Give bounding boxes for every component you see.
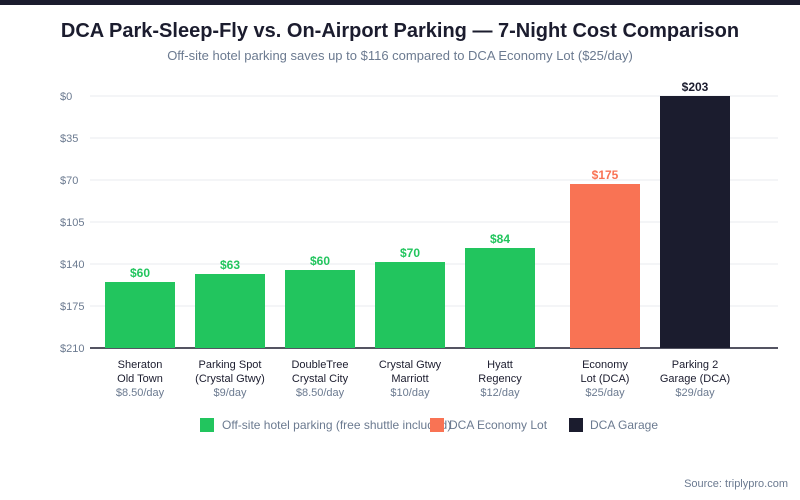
x-tick-label: Lot (DCA) — [581, 373, 630, 385]
x-tick-label: DoubleTree — [291, 359, 348, 371]
legend-swatch-economy — [430, 418, 444, 432]
bar-value-label: $175 — [592, 168, 619, 182]
chart-title: DCA Park-Sleep-Fly vs. On-Airport Parkin… — [60, 20, 740, 42]
bar-value-label: $60 — [310, 254, 330, 268]
rate-label: $10/day — [390, 387, 430, 399]
bar-value-label: $60 — [130, 266, 150, 280]
y-tick-label: $0 — [60, 91, 72, 103]
bar-value-label: $63 — [220, 258, 240, 272]
bar — [105, 282, 175, 348]
bar-value-label: $203 — [682, 80, 709, 94]
legend-label-offsite: Off-site hotel parking (free shuttle inc… — [222, 418, 452, 432]
y-tick-label: $105 — [60, 217, 84, 229]
chart-subtitle: Off-site hotel parking saves up to $116 … — [167, 48, 633, 63]
x-tick-label: Parking Spot — [199, 359, 262, 371]
x-tick-label: Regency — [478, 373, 522, 385]
x-tick-label: Economy — [582, 359, 628, 371]
x-tick-label: Parking 2 — [672, 359, 718, 371]
bar-value-label: $70 — [400, 246, 420, 260]
rate-label: $29/day — [675, 387, 715, 399]
bar-value-label: $84 — [490, 232, 510, 246]
bar — [570, 184, 640, 348]
bar — [195, 274, 265, 348]
rate-label: $12/day — [480, 387, 520, 399]
bar — [285, 270, 355, 348]
x-tick-label: Marriott — [391, 373, 428, 385]
y-tick-label: $35 — [60, 133, 78, 145]
legend-swatch-garage — [569, 418, 583, 432]
bar — [465, 248, 535, 348]
x-tick-label: Garage (DCA) — [660, 373, 730, 385]
x-tick-label: Crystal Gtwy — [379, 359, 442, 371]
top-bar — [0, 0, 800, 5]
bar — [375, 262, 445, 348]
legend-swatch-offsite — [200, 418, 214, 432]
x-tick-label: Crystal City — [292, 373, 349, 385]
y-tick-label: $210 — [60, 343, 84, 355]
x-tick-label: (Crystal Gtwy) — [195, 373, 265, 385]
x-tick-label: Sheraton — [118, 359, 163, 371]
legend-label-economy: DCA Economy Lot — [449, 418, 548, 432]
legend-label-garage: DCA Garage — [590, 418, 659, 432]
rate-label: $8.50/day — [116, 387, 165, 399]
y-tick-label: $70 — [60, 175, 78, 187]
source-note: Source: triplypro.com — [684, 478, 788, 490]
x-tick-label: Old Town — [117, 373, 163, 385]
rate-label: $9/day — [213, 387, 247, 399]
y-tick-label: $140 — [60, 259, 84, 271]
y-tick-label: $175 — [60, 301, 84, 313]
rate-label: $25/day — [585, 387, 625, 399]
bar — [660, 96, 730, 348]
x-tick-label: Hyatt — [487, 359, 513, 371]
rate-label: $8.50/day — [296, 387, 345, 399]
